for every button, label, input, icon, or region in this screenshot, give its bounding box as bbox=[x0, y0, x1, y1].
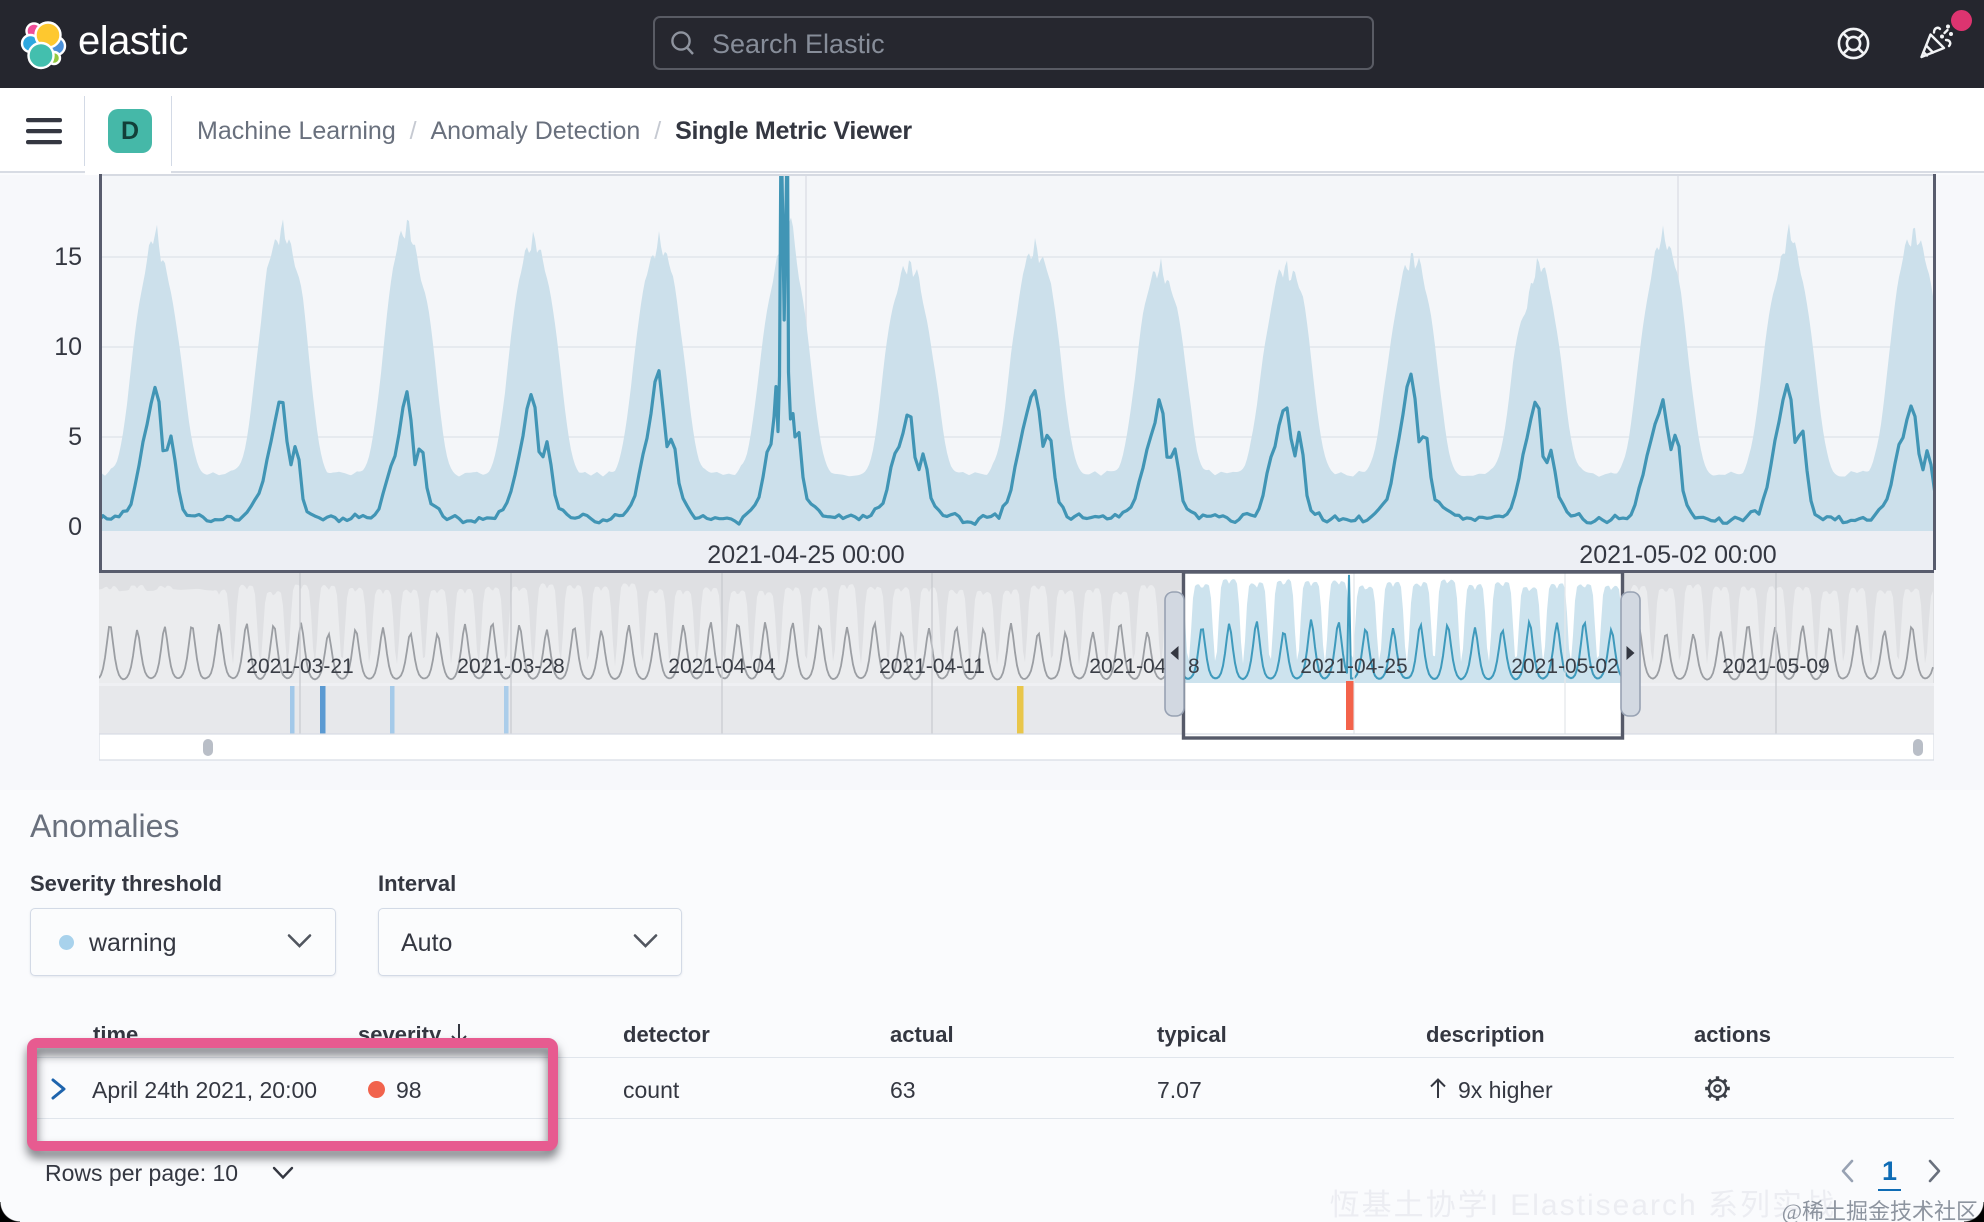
svg-text:2021-03-21: 2021-03-21 bbox=[246, 655, 353, 678]
svg-text:2021-03-28: 2021-03-28 bbox=[457, 655, 564, 678]
svg-text:2021-04-25: 2021-04-25 bbox=[1300, 655, 1407, 678]
svg-text:2021-05-09: 2021-05-09 bbox=[1722, 655, 1829, 678]
svg-text:2021-04-04: 2021-04-04 bbox=[668, 655, 776, 678]
svg-text:2021-04-25 00:00: 2021-04-25 00:00 bbox=[707, 541, 904, 569]
svg-text:2021-04-11: 2021-04-11 bbox=[879, 655, 985, 678]
svg-text:8: 8 bbox=[1188, 655, 1200, 678]
svg-text:2021-05-02: 2021-05-02 bbox=[1511, 655, 1618, 678]
svg-text:2021-05-02 00:00: 2021-05-02 00:00 bbox=[1579, 541, 1776, 569]
